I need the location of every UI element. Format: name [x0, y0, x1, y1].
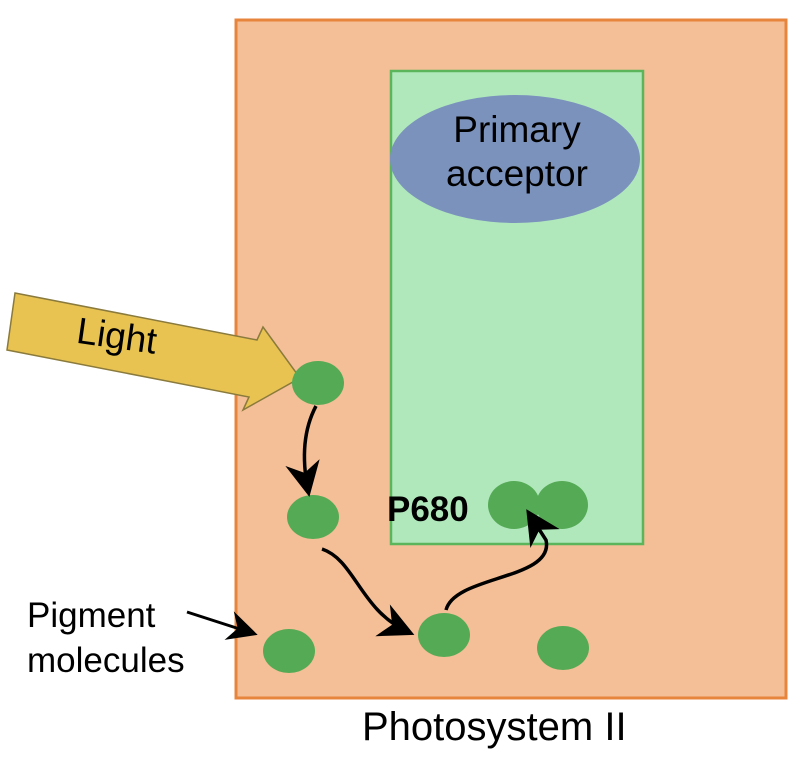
- pigment-molecule: [292, 361, 344, 405]
- primary-acceptor-line2: acceptor: [446, 153, 588, 195]
- pigment-label-line2: molecules: [27, 640, 185, 680]
- p680-label: P680: [387, 490, 469, 529]
- pigment-label-line1: Pigment: [27, 596, 156, 635]
- primary-acceptor-line1: Primary: [453, 109, 581, 150]
- energy-transfer-arrow: [285, 405, 320, 497]
- p680-molecule: [488, 481, 540, 529]
- pigment-molecule: [537, 626, 589, 670]
- pigment-molecule: [418, 613, 470, 657]
- energy-transfer-arrow: [444, 509, 560, 611]
- primary-acceptor-label: Primary acceptor: [392, 108, 642, 197]
- primary-acceptor-ellipse: [390, 95, 640, 223]
- energy-transfer-arrow: [321, 547, 415, 637]
- p680-molecule: [536, 481, 588, 529]
- pigment-molecules-label: Pigment molecules: [27, 594, 237, 684]
- light-arrow: [6, 292, 302, 412]
- pigment-label-pointer: [186, 610, 258, 640]
- pigment-molecule: [287, 495, 339, 539]
- photosystem-label: Photosystem II: [362, 705, 627, 749]
- pigment-molecule: [263, 629, 315, 673]
